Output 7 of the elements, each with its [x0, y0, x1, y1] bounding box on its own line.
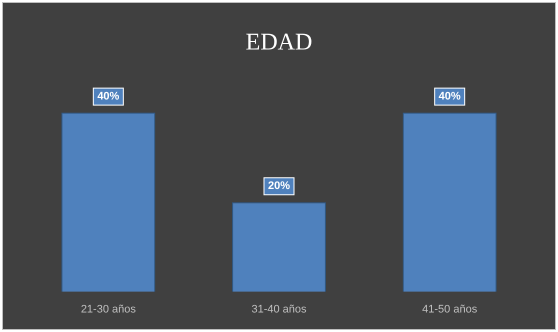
- x-tick-label: 21-30 años: [80, 303, 136, 316]
- data-label: 20%: [268, 180, 290, 192]
- data-label: 40%: [438, 90, 461, 103]
- x-tick-label: 41-50 años: [422, 303, 478, 316]
- chart-title: EDAD: [246, 30, 312, 56]
- x-tick-label: 31-40 años: [251, 303, 308, 316]
- data-label: 40%: [97, 90, 120, 103]
